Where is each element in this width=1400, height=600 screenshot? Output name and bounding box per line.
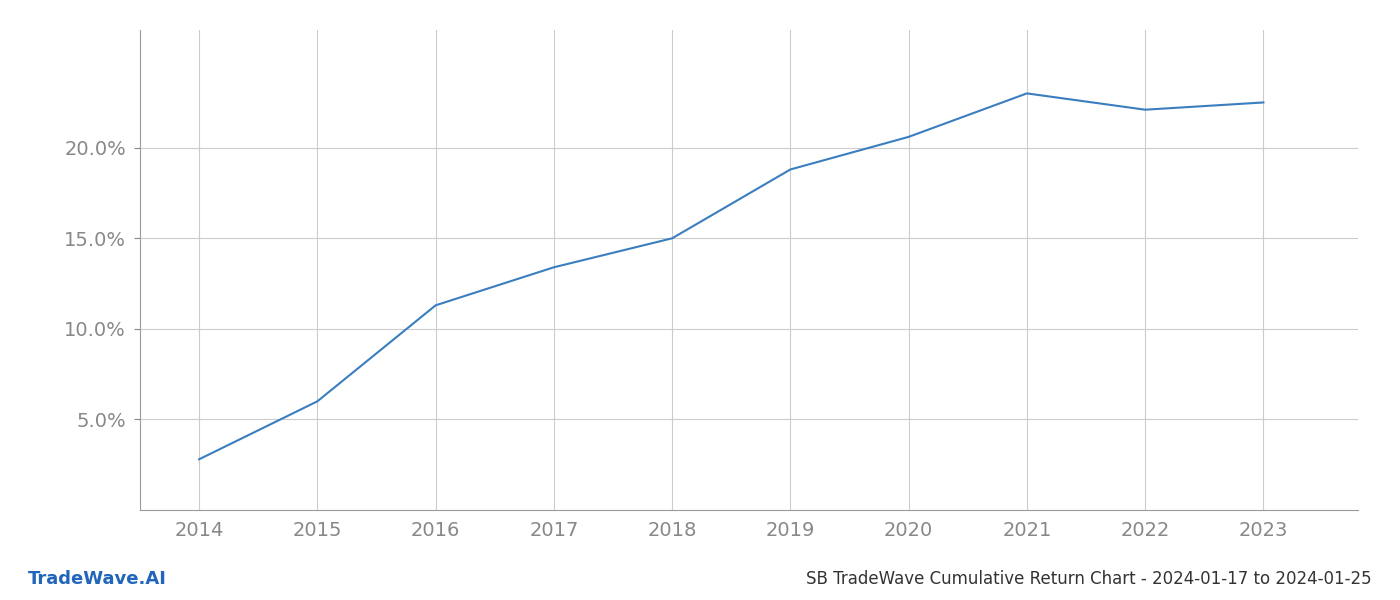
Text: SB TradeWave Cumulative Return Chart - 2024-01-17 to 2024-01-25: SB TradeWave Cumulative Return Chart - 2…	[806, 570, 1372, 588]
Text: TradeWave.AI: TradeWave.AI	[28, 570, 167, 588]
